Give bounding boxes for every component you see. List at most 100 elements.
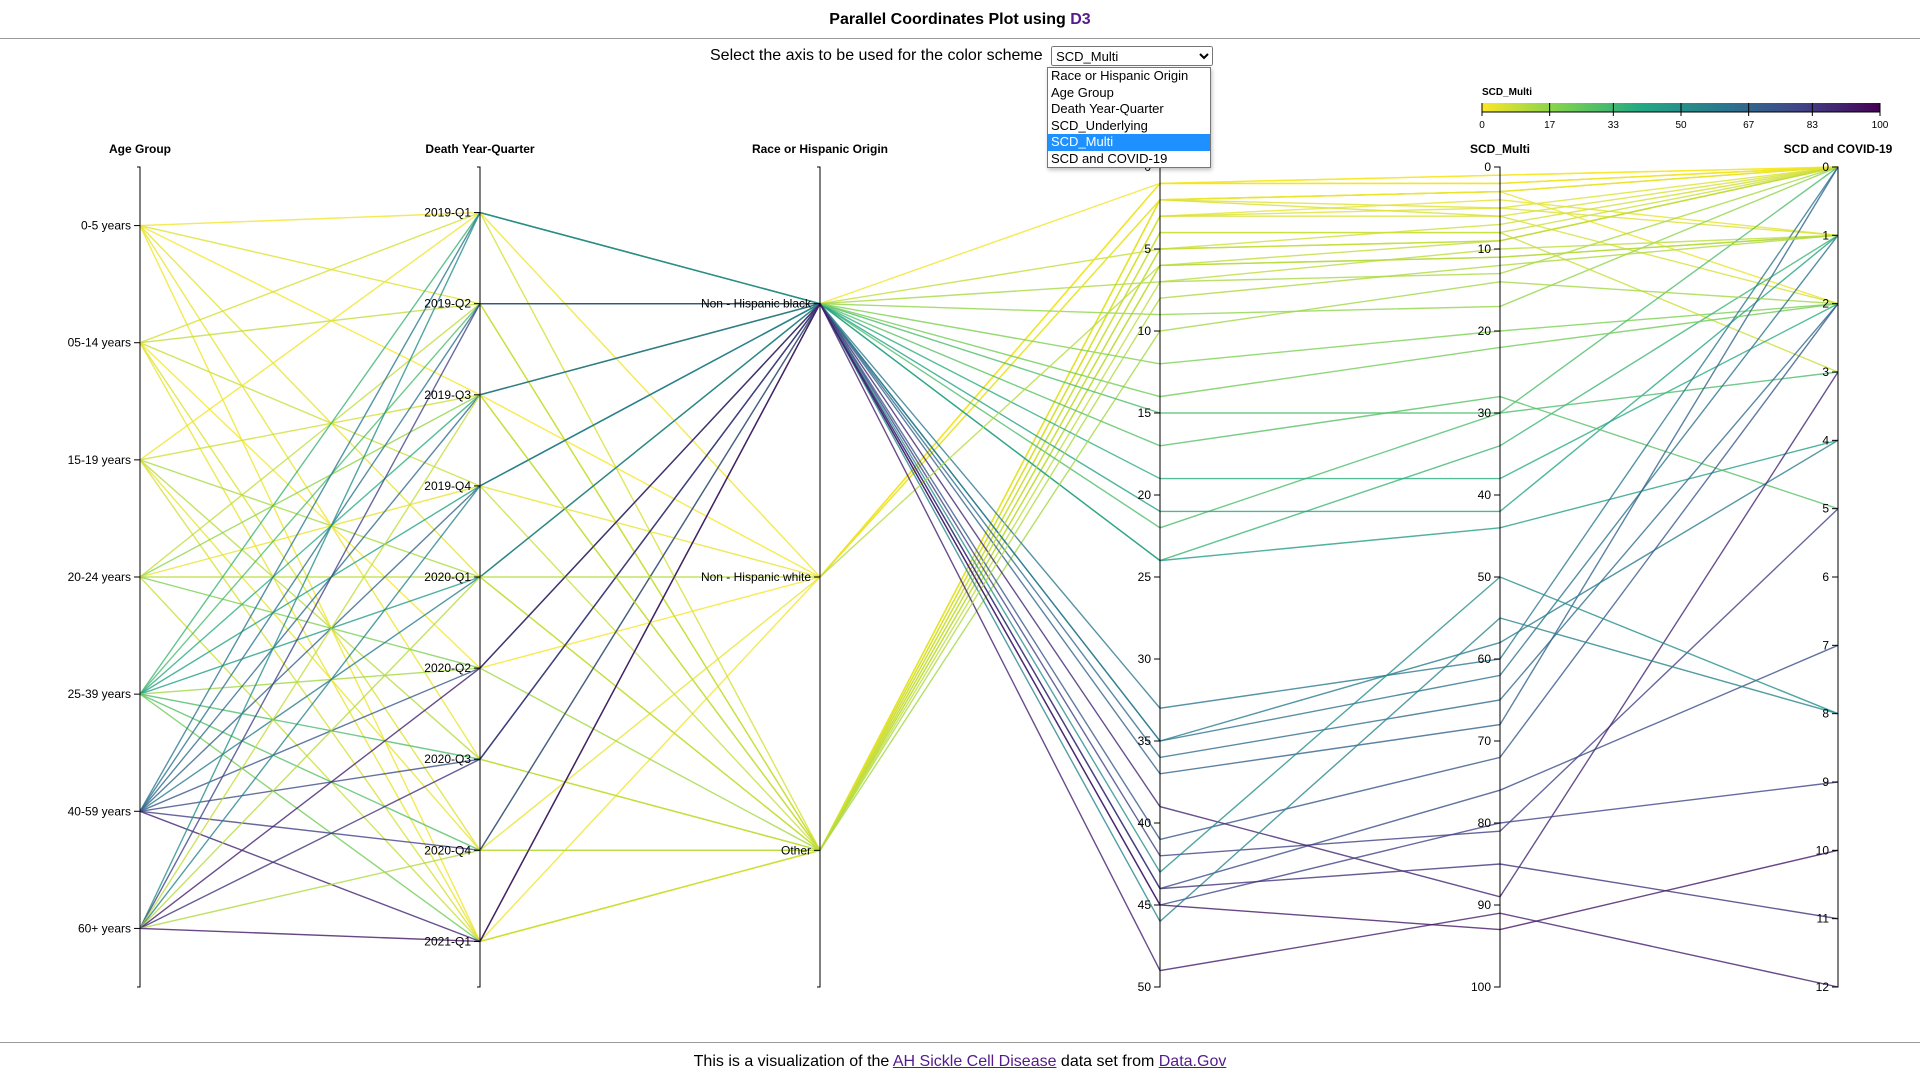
record-line: [139, 166, 1839, 578]
tick-label: 25-39 years: [68, 687, 131, 701]
axis-title[interactable]: Race or Hispanic Origin: [752, 142, 888, 156]
tick-label: 1: [1822, 228, 1829, 242]
tick-label: 05-14 years: [68, 336, 131, 350]
record-line: [139, 234, 1839, 812]
record-line: [139, 302, 1839, 841]
tick-label: 50: [1138, 980, 1152, 994]
title-text: Parallel Coordinates Plot using: [829, 11, 1071, 28]
axis-4: SCD_Multi 0 10 20 30 40 50 60 70 80 90 100: [1470, 142, 1530, 994]
legend-tick-label: 50: [1675, 120, 1687, 131]
record-line: [139, 302, 1839, 812]
record-line: [139, 211, 1839, 929]
tick-label: 4: [1822, 433, 1829, 447]
color-scheme-label: Select the axis to be used for the color…: [710, 47, 1043, 65]
axis-title[interactable]: Age Group: [109, 142, 171, 156]
legend-tick-label: 83: [1807, 120, 1819, 131]
axes-layer: Age Group 0-5 years 05-14 years 15-19 years…: [68, 142, 1893, 994]
axis-title[interactable]: SCD and COVID-19: [1784, 142, 1893, 156]
record-line: [139, 166, 1839, 579]
color-axis-dropdown-list: Race or Hispanic Origin Age Group Death Ye…: [1047, 67, 1211, 168]
record-line: [139, 231, 1839, 943]
tick-label: 2019-Q2: [424, 297, 471, 311]
record-line: [139, 234, 1839, 929]
record-line: [139, 166, 1839, 695]
record-line: [139, 302, 1839, 929]
tick-label: 10: [1478, 242, 1492, 256]
tick-label: Non - Hispanic black: [701, 297, 812, 311]
tick-label: 10: [1816, 843, 1830, 857]
record-line: [139, 166, 1839, 305]
legend-tick-label: 0: [1479, 120, 1485, 131]
dropdown-option-race-or-hispanic-origin[interactable]: Race or Hispanic Origin: [1051, 68, 1189, 83]
tick-label: 30: [1138, 652, 1152, 666]
tick-label: 30: [1478, 406, 1492, 420]
tick-label: 7: [1822, 638, 1829, 652]
tick-label: 2021-Q1: [424, 934, 471, 948]
tick-label: 2019-Q3: [424, 388, 471, 402]
tick-label: Other: [781, 843, 811, 857]
tick-label: 15-19 years: [68, 453, 131, 467]
record-line: [139, 211, 1839, 695]
tick-label: 20-24 years: [68, 570, 131, 584]
axis-1: Death Year-Quarter 2019-Q1 2019-Q2 2019-Q3 2…: [424, 142, 535, 988]
record-line: [139, 166, 1839, 929]
record-line: [139, 302, 1839, 943]
tick-label: 12: [1816, 980, 1830, 994]
axis-title[interactable]: SCD_Multi: [1470, 142, 1530, 156]
tick-label: 2019-Q1: [424, 206, 471, 220]
footer: This is a visualization of the AH Sickle…: [0, 1042, 1920, 1081]
tick-label: 60+ years: [78, 921, 131, 935]
footer-text-before: This is a visualization of the: [693, 1053, 893, 1070]
record-line: [139, 166, 1839, 812]
tick-label: 40-59 years: [68, 804, 131, 818]
tick-label: 2020-Q3: [424, 752, 471, 766]
d3-link[interactable]: D3: [1070, 11, 1091, 28]
record-line: [139, 302, 1839, 812]
legend-title: SCD_Multi: [1482, 87, 1532, 98]
tick-label: 2020-Q1: [424, 570, 471, 584]
parallel-coordinates-plot: Age Group 0-5 years 05-14 years 15-19 years…: [68, 87, 1893, 994]
dropdown-option-age-group[interactable]: Age Group: [1051, 84, 1114, 100]
record-line: [139, 166, 1839, 578]
record-line: [139, 166, 1839, 812]
tick-label: 6: [1822, 570, 1829, 584]
axis-title[interactable]: Death Year-Quarter: [425, 142, 534, 156]
page-title: Parallel Coordinates Plot using D3: [0, 0, 1920, 39]
dropdown-option-scd-underlying[interactable]: SCD_Underlying: [1051, 117, 1148, 133]
tick-label: 5: [1822, 502, 1829, 516]
dropdown-option-death-year-quarter[interactable]: Death Year-Quarter: [1051, 101, 1164, 116]
dropdown-option-scd-and-covid-19[interactable]: SCD and COVID-19: [1051, 150, 1168, 166]
tick-label: 20: [1138, 488, 1152, 502]
record-line: [139, 302, 1839, 943]
tick-label: 35: [1138, 734, 1152, 748]
tick-label: 0: [1822, 160, 1829, 174]
tick-label: 2019-Q4: [424, 479, 471, 493]
legend-tick-label: 33: [1608, 120, 1620, 131]
tick-label: 3: [1822, 365, 1829, 379]
record-line: [139, 302, 1839, 695]
record-line: [139, 302, 1839, 669]
dropdown-option-scd-multi[interactable]: SCD_Multi: [1048, 134, 1210, 151]
dataset-link[interactable]: AH Sickle Cell Disease: [892, 1053, 1057, 1070]
tick-label: 60: [1478, 652, 1492, 666]
footer-text-middle: data set from: [1056, 1053, 1159, 1070]
axis-2: Race or Hispanic Origin Non - Hispanic bl…: [701, 142, 888, 988]
tick-label: 80: [1478, 816, 1492, 830]
tick-label: 0-5 years: [81, 219, 131, 233]
tick-label: 25: [1138, 570, 1152, 584]
tick-label: 20: [1478, 324, 1492, 338]
polyline-layer: [139, 166, 1839, 988]
record-line: [139, 281, 1839, 852]
tick-label: 10: [1138, 324, 1152, 338]
legend-tick-label: 100: [1872, 120, 1889, 131]
tick-label: 9: [1822, 775, 1829, 789]
tick-label: 5: [1144, 242, 1151, 256]
record-line: [139, 234, 1839, 695]
tick-label: 2020-Q4: [424, 843, 471, 857]
tick-label: 90: [1478, 898, 1492, 912]
tick-label: 100: [1471, 980, 1491, 994]
data-gov-link[interactable]: Data.Gov: [1158, 1053, 1227, 1070]
record-line: [139, 166, 1839, 344]
